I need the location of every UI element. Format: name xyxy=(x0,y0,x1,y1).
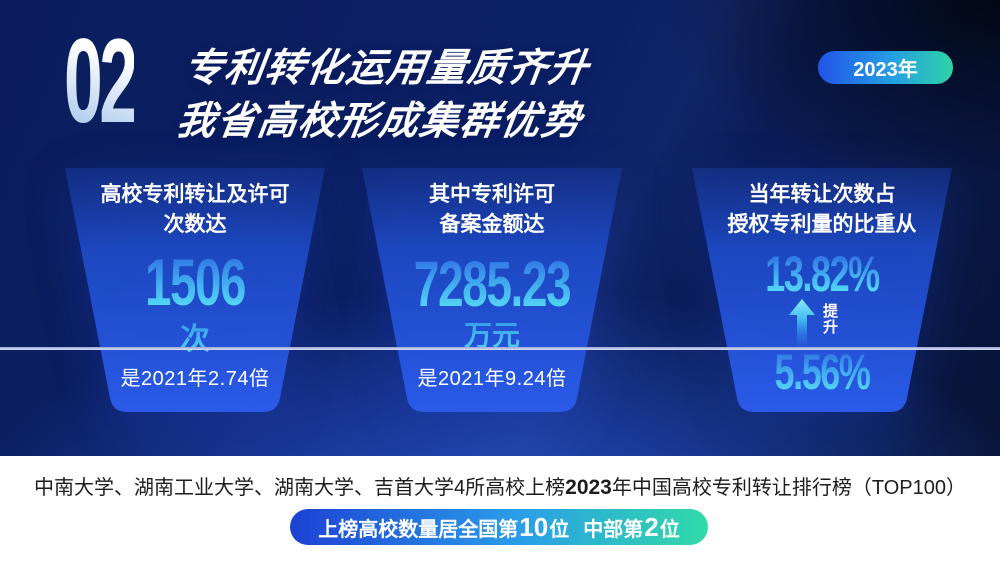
footer: 中南大学、湖南工业大学、湖南大学、吉首大学4所高校上榜2023年中国高校专利转让… xyxy=(0,456,1000,562)
section-divider xyxy=(0,347,1000,350)
stat-title: 其中专利许可 备案金额达 xyxy=(362,180,622,240)
stat-panel-transfer-ratio: 当年转让次数占 授权专利量的比重从 13.82% 提升 5 xyxy=(692,166,952,414)
year-badge-label: 2023年 xyxy=(853,59,918,81)
stat-value-to: 13.82% xyxy=(728,249,915,299)
stat-unit: 次 xyxy=(65,314,325,358)
badge-text-2: 位 xyxy=(549,518,570,541)
stat-title-line-2: 备案金额达 xyxy=(439,213,545,236)
stat-panel-transfer-count: 高校专利转让及许可 次数达 1506 次 是2021年2.74倍 xyxy=(65,166,325,414)
stat-title-line-1: 当年转让次数占 xyxy=(748,183,896,206)
stat-note: 是2021年2.74倍 xyxy=(120,368,270,390)
ranking-year: 2023 xyxy=(565,476,612,499)
stat-note: 是2021年9.24倍 xyxy=(417,368,567,390)
ranking-badge: 上榜高校数量居全国第 10 位 中部第 2 位 xyxy=(290,509,708,545)
spotlight-trapezoid-shape xyxy=(362,168,622,412)
badge-text-4: 位 xyxy=(659,518,680,541)
stat-title: 高校专利转让及许可 次数达 xyxy=(65,180,325,240)
year-badge: 2023年 xyxy=(818,51,953,84)
title-line-1: 专利转化运用量质齐升 xyxy=(181,47,593,90)
stat-value: 1506 xyxy=(101,249,288,315)
badge-number-central: 2 xyxy=(644,512,659,542)
ranking-text: 中南大学、湖南工业大学、湖南大学、吉首大学4所高校上榜2023年中国高校专利转让… xyxy=(0,475,1000,501)
ranking-text-after: 年中国高校专利转让排行榜（TOP100） xyxy=(611,477,966,499)
arrow-label: 提升 xyxy=(822,303,838,336)
section-number: 02 xyxy=(64,14,138,148)
increase-indicator: 提升 xyxy=(684,299,944,347)
stat-title-line-2: 授权专利量的比重从 xyxy=(727,213,917,236)
stat-title-line-1: 高校专利转让及许可 xyxy=(100,183,290,206)
spotlight-trapezoid-shape xyxy=(692,168,952,412)
increase-arrow-icon xyxy=(789,299,815,347)
hero-background: 02 专利转化运用量质齐升 我省高校形成集群优势 2023年 高 xyxy=(0,0,1000,456)
badge-text-3: 中部第 xyxy=(583,518,644,541)
stat-panel-license-amount: 其中专利许可 备案金额达 7285.23 万元 是2021年9.24倍 xyxy=(362,166,622,414)
spotlight-trapezoid-shape xyxy=(65,168,325,412)
badge-text-1: 上榜高校数量居全国第 xyxy=(318,518,519,541)
title-line-2: 我省高校形成集群优势 xyxy=(173,100,585,143)
badge-number-national: 10 xyxy=(519,512,549,542)
page-title: 专利转化运用量质齐升 我省高校形成集群优势 xyxy=(173,42,593,148)
stat-title: 当年转让次数占 授权专利量的比重从 xyxy=(692,180,952,240)
stat-title-line-1: 其中专利许可 xyxy=(429,183,555,206)
stat-value-from: 5.56% xyxy=(728,347,915,397)
stat-value: 7285.23 xyxy=(398,252,585,316)
stat-title-line-2: 次数达 xyxy=(163,213,227,236)
stat-unit: 万元 xyxy=(362,314,622,354)
ranking-text-before: 中南大学、湖南工业大学、湖南大学、吉首大学4所高校上榜 xyxy=(34,477,566,499)
